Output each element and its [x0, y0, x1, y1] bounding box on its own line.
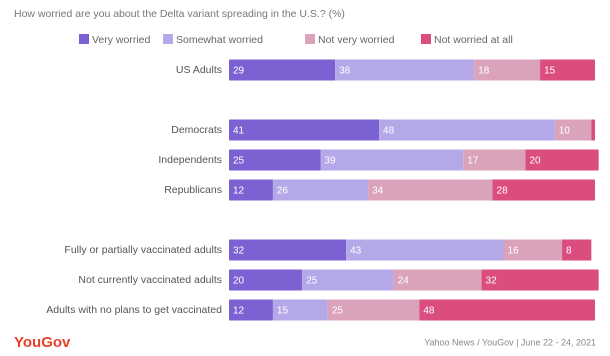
bar-segment — [393, 269, 482, 291]
bar-segment — [419, 299, 595, 321]
bar-segment — [229, 149, 321, 171]
bar-segment — [229, 269, 303, 291]
value-label: 39 — [325, 156, 337, 167]
value-label: 34 — [372, 186, 384, 197]
legend-label: Not worried at all — [434, 34, 513, 46]
value-label: 32 — [486, 276, 498, 287]
value-label: 25 — [306, 276, 318, 287]
bar-segment — [503, 239, 563, 261]
bar-segment — [525, 149, 599, 171]
value-label: 24 — [398, 276, 410, 287]
bar-segment — [272, 299, 328, 321]
bar-segment — [540, 59, 595, 81]
bar-segment — [368, 179, 493, 201]
bar-segment — [302, 269, 394, 291]
value-label: 12 — [233, 186, 245, 197]
legend-label: Not very worried — [318, 34, 395, 46]
category-label: Democrats — [171, 124, 222, 136]
bar-segment — [229, 239, 347, 261]
legend-swatch — [79, 34, 89, 44]
legend-label: Very worried — [92, 34, 151, 46]
category-label: Not currently vaccinated adults — [78, 274, 222, 286]
value-label: 20 — [233, 276, 245, 287]
value-label: 28 — [497, 186, 509, 197]
category-label: US Adults — [176, 64, 222, 76]
category-label: Independents — [158, 154, 222, 166]
value-label: 32 — [233, 246, 245, 257]
bar-segment — [229, 119, 380, 141]
value-label: 38 — [339, 66, 351, 77]
bar-segment — [554, 119, 592, 141]
bar-segment — [463, 149, 526, 171]
bar-segment — [492, 179, 595, 201]
value-label: 15 — [544, 66, 556, 77]
bar-segment — [272, 179, 369, 201]
value-label: 26 — [277, 186, 289, 197]
bar-segment — [346, 239, 504, 261]
value-label: 29 — [233, 66, 245, 77]
value-label: 41 — [233, 126, 245, 137]
legend-swatch — [421, 34, 431, 44]
bar-segment — [229, 299, 273, 321]
bar-segment — [320, 149, 464, 171]
value-label: 17 — [467, 156, 479, 167]
chart-title: How worried are you about the Delta vari… — [14, 8, 345, 20]
value-label: 20 — [529, 156, 541, 167]
value-label: 15 — [277, 306, 289, 317]
value-label: 12 — [233, 306, 245, 317]
bar-segment — [229, 59, 336, 81]
value-label: 8 — [566, 246, 572, 257]
category-label: Adults with no plans to get vaccinated — [46, 304, 222, 316]
value-label: 16 — [508, 246, 520, 257]
bar-segment — [229, 179, 273, 201]
bar-segment — [591, 119, 595, 141]
value-label: 25 — [332, 306, 344, 317]
bar-segment — [474, 59, 541, 81]
value-label: 43 — [350, 246, 362, 257]
bar-segment — [481, 269, 599, 291]
value-label: 48 — [383, 126, 395, 137]
logo: YouGov — [14, 334, 71, 351]
value-label: 10 — [559, 126, 571, 137]
category-label: Fully or partially vaccinated adults — [64, 244, 222, 256]
value-label: 48 — [423, 306, 435, 317]
legend-swatch — [305, 34, 315, 44]
source: Yahoo News / YouGov | June 22 - 24, 2021 — [424, 337, 596, 347]
bar-segment — [335, 59, 475, 81]
bar-segment — [379, 119, 555, 141]
value-label: 25 — [233, 156, 245, 167]
bar-segment — [562, 239, 592, 261]
bar-segment — [327, 299, 420, 321]
legend-swatch — [163, 34, 173, 44]
legend-label: Somewhat worried — [176, 34, 263, 46]
value-label: 18 — [478, 66, 490, 77]
category-label: Republicans — [164, 184, 222, 196]
